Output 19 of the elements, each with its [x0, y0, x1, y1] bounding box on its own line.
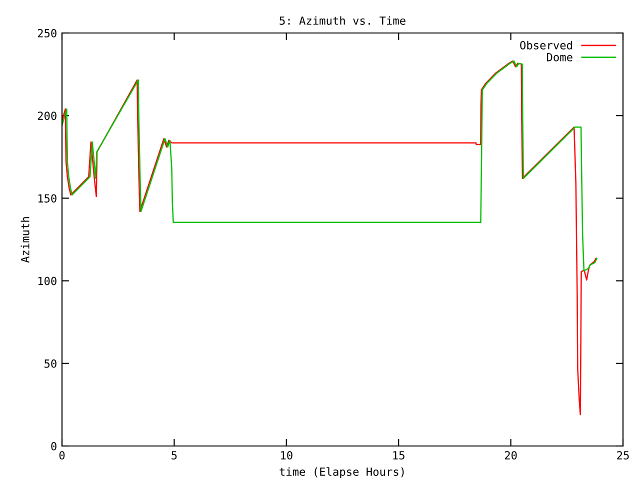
- y-tick-label: 100: [38, 276, 56, 286]
- legend-label: Dome: [546, 53, 572, 62]
- y-tick-label: 150: [38, 194, 56, 203]
- y-tick-label: 0: [51, 442, 56, 450]
- y-axis-title: Azimuth: [20, 217, 30, 263]
- legend-label: Observed: [520, 40, 572, 50]
- line-series: [62, 60, 598, 272]
- x-axis-title: time (Elapse Hours): [280, 467, 404, 478]
- x-tick-label: 0: [59, 451, 65, 460]
- chart-title: 5: Azimuth vs. Time: [280, 16, 406, 25]
- y-tick-label: 200: [38, 112, 56, 120]
- x-tick-label: 5: [172, 451, 177, 460]
- x-tick-label: 20: [504, 451, 517, 460]
- y-tick-label: 50: [44, 359, 56, 368]
- y-tick-label: 250: [38, 29, 56, 38]
- x-tick-label: 25: [617, 451, 629, 460]
- line-series: [62, 60, 597, 416]
- x-tick-label: 15: [393, 451, 404, 460]
- x-tick-label: 10: [281, 451, 292, 460]
